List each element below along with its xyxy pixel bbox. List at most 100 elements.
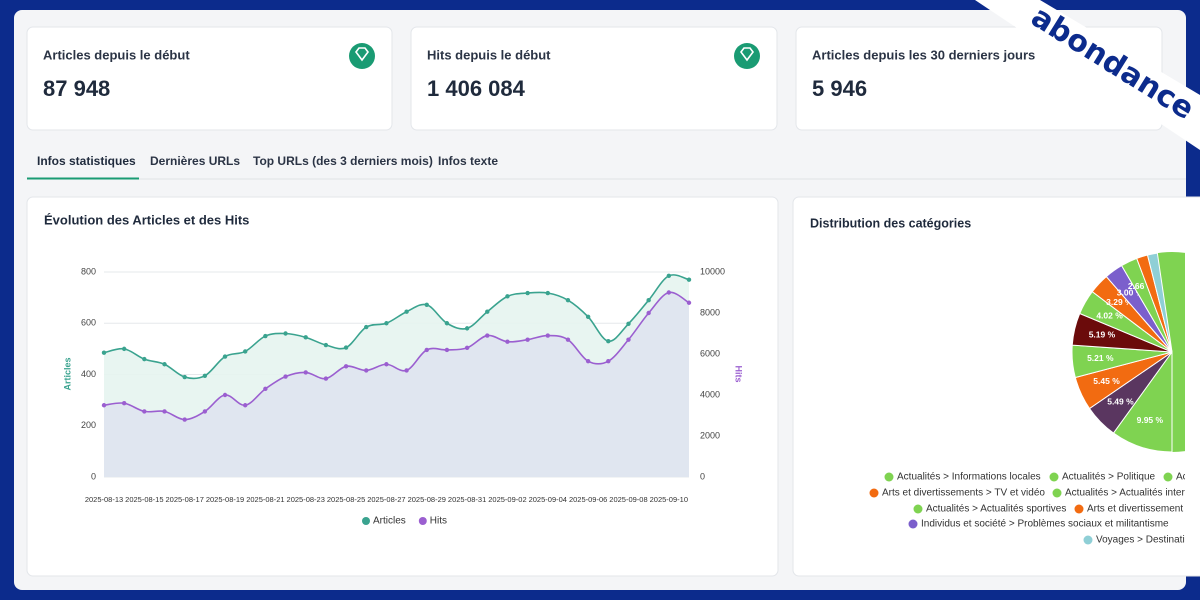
legend-label[interactable]: Individus et société > Problèmes sociaux…	[921, 519, 1169, 530]
chart-title: Évolution des Articles et des Hits	[44, 212, 249, 227]
legend-label[interactable]: Hits	[430, 516, 447, 527]
card-title: Hits depuis le début	[427, 47, 551, 62]
y2-tick-label: 8000	[700, 307, 720, 317]
point	[606, 339, 610, 343]
y2-tick-label: 0	[700, 471, 705, 481]
legend-label[interactable]: Articles	[373, 516, 406, 527]
slice-label: 9.95 %	[1137, 415, 1164, 425]
legend-label[interactable]: Actualités > Politique	[1062, 472, 1156, 483]
point	[586, 315, 590, 319]
point	[243, 403, 247, 407]
y-tick-label: 800	[81, 266, 96, 276]
slice-label: 5.49 %	[1107, 397, 1134, 407]
legend-swatch	[1084, 536, 1093, 545]
point	[304, 335, 308, 339]
x-tick-label: 2025-08-25	[327, 495, 365, 504]
point	[586, 359, 590, 363]
point	[485, 333, 489, 337]
point	[626, 322, 630, 326]
legend-label[interactable]: Actualités > Actualités inter	[1065, 488, 1185, 499]
x-tick-label: 2025-08-13	[85, 495, 123, 504]
point	[566, 337, 570, 341]
card-value: 87 948	[43, 76, 110, 101]
point	[687, 277, 691, 281]
point	[344, 345, 348, 349]
point	[182, 417, 186, 421]
x-tick-label: 2025-08-27	[367, 495, 405, 504]
legend-swatch	[419, 517, 427, 525]
point	[324, 376, 328, 380]
point	[425, 303, 429, 307]
x-tick-label: 2025-09-08	[609, 495, 647, 504]
point	[667, 274, 671, 278]
point	[324, 343, 328, 347]
legend-label[interactable]: Actualités > Informations locales	[897, 472, 1041, 483]
y2-axis-title: Hits	[734, 365, 744, 382]
x-tick-label: 2025-08-29	[408, 495, 446, 504]
legend-label[interactable]: Arts et divertissement	[1087, 504, 1183, 515]
legend-swatch	[362, 517, 370, 525]
point	[485, 310, 489, 314]
point	[525, 337, 529, 341]
legend-swatch	[1050, 473, 1059, 482]
card-title: Articles depuis les 30 derniers jours	[812, 47, 1035, 62]
chart-title: Distribution des catégories	[810, 216, 971, 230]
point	[142, 357, 146, 361]
point	[364, 325, 368, 329]
legend-swatch	[870, 489, 879, 498]
point	[505, 294, 509, 298]
legend-swatch	[1053, 489, 1062, 498]
point	[646, 298, 650, 302]
x-tick-label: 2025-09-06	[569, 495, 607, 504]
y-axis-title: Articles	[62, 357, 72, 390]
x-tick-label: 2025-09-10	[650, 495, 688, 504]
point	[283, 331, 287, 335]
legend-label[interactable]: Actualités > Actualités sportives	[926, 504, 1066, 515]
legend-label[interactable]: Voyages > Destinatio	[1096, 535, 1191, 546]
legend-label[interactable]: Arts et divertissements > TV et vidéo	[882, 488, 1045, 499]
point	[304, 370, 308, 374]
y-tick-label: 200	[81, 420, 96, 430]
point	[404, 310, 408, 314]
point	[283, 374, 287, 378]
point	[102, 403, 106, 407]
point	[122, 347, 126, 351]
legend-swatch	[885, 473, 894, 482]
point	[162, 409, 166, 413]
legend-swatch	[1075, 505, 1084, 514]
tab[interactable]: Infos texte	[438, 154, 498, 168]
legend-swatch	[914, 505, 923, 514]
point	[606, 359, 610, 363]
tab[interactable]: Infos statistiques	[37, 154, 136, 168]
legend-swatch	[1164, 473, 1173, 482]
tab[interactable]: Top URLs (des 3 derniers mois)	[253, 154, 433, 168]
point	[404, 368, 408, 372]
point	[525, 291, 529, 295]
point	[263, 387, 267, 391]
point	[384, 362, 388, 366]
tab[interactable]: Dernières URLs	[150, 154, 240, 168]
point	[445, 348, 449, 352]
point	[223, 393, 227, 397]
point	[203, 409, 207, 413]
point	[384, 321, 388, 325]
point	[546, 333, 550, 337]
point	[162, 362, 166, 366]
point	[687, 301, 691, 305]
point	[182, 375, 186, 379]
y2-tick-label: 4000	[700, 389, 720, 399]
slice-label: 5.19 %	[1089, 330, 1116, 340]
y2-tick-label: 10000	[700, 266, 725, 276]
x-tick-label: 2025-08-19	[206, 495, 244, 504]
y-tick-label: 600	[81, 318, 96, 328]
slice-label: 5.21 %	[1087, 353, 1114, 363]
point	[566, 298, 570, 302]
legend-swatch	[909, 520, 918, 529]
point	[243, 349, 247, 353]
point	[203, 374, 207, 378]
point	[102, 351, 106, 355]
y-tick-label: 0	[91, 471, 96, 481]
point	[505, 340, 509, 344]
